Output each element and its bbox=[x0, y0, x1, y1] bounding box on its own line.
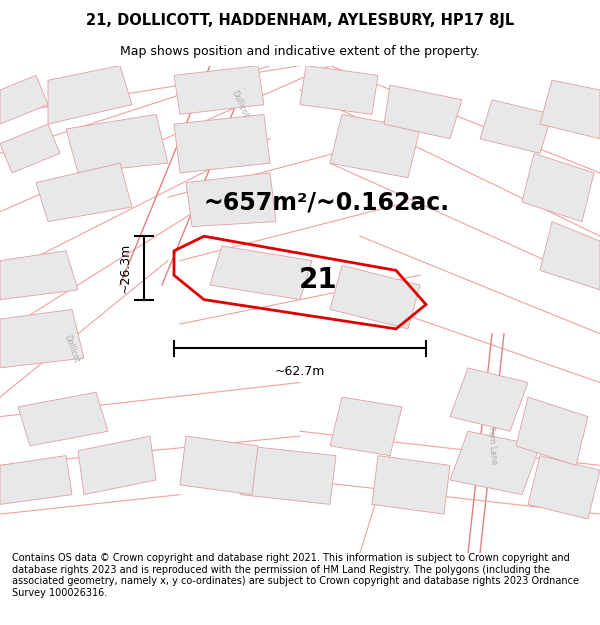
Polygon shape bbox=[66, 114, 168, 173]
Polygon shape bbox=[0, 456, 72, 504]
Text: Fern Lane: Fern Lane bbox=[486, 427, 498, 465]
Text: ~26.3m: ~26.3m bbox=[119, 242, 132, 293]
Polygon shape bbox=[540, 222, 600, 290]
Polygon shape bbox=[540, 80, 600, 139]
Text: ~657m²/~0.162ac.: ~657m²/~0.162ac. bbox=[204, 190, 450, 214]
Polygon shape bbox=[522, 153, 594, 222]
Polygon shape bbox=[0, 124, 60, 173]
Polygon shape bbox=[330, 114, 420, 178]
Polygon shape bbox=[174, 66, 264, 114]
Polygon shape bbox=[18, 392, 108, 446]
Text: 21, DOLLICOTT, HADDENHAM, AYLESBURY, HP17 8JL: 21, DOLLICOTT, HADDENHAM, AYLESBURY, HP1… bbox=[86, 13, 514, 28]
Polygon shape bbox=[36, 163, 132, 222]
Text: Dollicot: Dollicot bbox=[63, 333, 81, 364]
Text: 21: 21 bbox=[299, 266, 337, 294]
Polygon shape bbox=[300, 66, 378, 114]
Polygon shape bbox=[450, 368, 528, 431]
Polygon shape bbox=[78, 436, 156, 494]
Polygon shape bbox=[450, 431, 540, 494]
Polygon shape bbox=[384, 85, 462, 139]
Polygon shape bbox=[48, 66, 132, 124]
Polygon shape bbox=[210, 246, 312, 299]
Polygon shape bbox=[516, 397, 588, 466]
Polygon shape bbox=[528, 456, 600, 519]
Polygon shape bbox=[372, 456, 450, 514]
Polygon shape bbox=[0, 251, 78, 299]
Text: Contains OS data © Crown copyright and database right 2021. This information is : Contains OS data © Crown copyright and d… bbox=[12, 553, 579, 598]
Text: Map shows position and indicative extent of the property.: Map shows position and indicative extent… bbox=[120, 44, 480, 58]
Polygon shape bbox=[240, 446, 336, 504]
Polygon shape bbox=[180, 436, 258, 494]
Polygon shape bbox=[0, 76, 48, 124]
Polygon shape bbox=[0, 309, 84, 368]
Polygon shape bbox=[186, 173, 276, 226]
Polygon shape bbox=[330, 397, 402, 456]
Polygon shape bbox=[330, 266, 420, 329]
Polygon shape bbox=[174, 114, 270, 173]
Polygon shape bbox=[480, 100, 552, 153]
Text: Dollicot: Dollicot bbox=[230, 89, 250, 120]
Text: ~62.7m: ~62.7m bbox=[275, 366, 325, 378]
